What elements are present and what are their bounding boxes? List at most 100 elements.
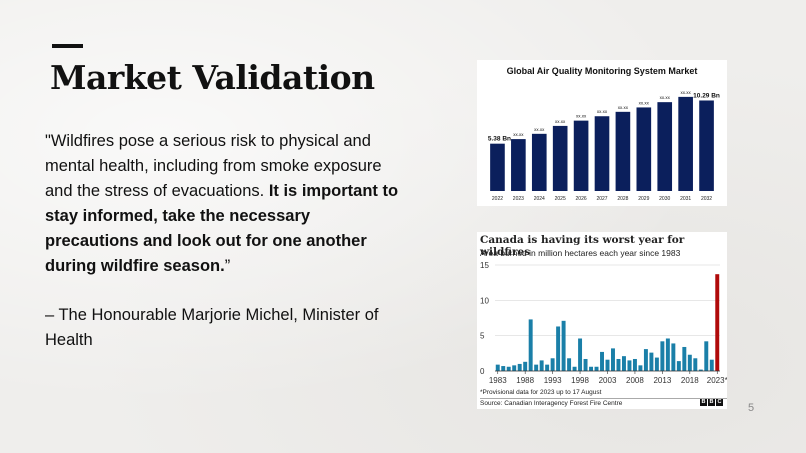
x-tick-label: 2024: [534, 196, 545, 202]
x-tick-label: 1993: [544, 376, 562, 385]
chart-bar: [657, 102, 673, 191]
x-tick-label: 2027: [596, 196, 607, 202]
chart-source: Source: Canadian Interagency Forest Fire…: [480, 400, 623, 407]
chart-bar: [699, 100, 714, 191]
y-tick-label: 10: [480, 296, 489, 305]
chart-bar: [611, 348, 615, 371]
logo-letter: C: [716, 399, 723, 406]
chart-bar: [638, 365, 643, 371]
chart-bar: [627, 360, 632, 371]
data-label: xx.xx: [597, 109, 608, 114]
chart-title: Canada is having its worst year for wild…: [480, 234, 685, 258]
x-tick-label: 1983: [489, 376, 507, 385]
chart-bar: [545, 364, 550, 371]
chart-bar: [506, 366, 511, 371]
x-tick-label: 2026: [576, 196, 587, 202]
logo-letter: B: [708, 399, 715, 406]
data-label: xx.xx: [534, 127, 545, 132]
x-tick-label: 2028: [617, 196, 628, 202]
chart-bar: [678, 96, 693, 191]
chart-bar: [578, 338, 583, 371]
chart-bar: [534, 364, 539, 371]
data-label: xx.xx: [681, 90, 692, 95]
chart-bar: [709, 359, 714, 371]
x-tick-label: 2031: [680, 196, 691, 202]
chart-bar: [665, 338, 670, 371]
chart-bar: [594, 116, 610, 191]
chart-bar: [556, 326, 561, 371]
chart-bar: [605, 359, 610, 371]
chart-note: *Provisional data for 2023 up to 17 Augu…: [480, 389, 602, 396]
chart-bar: [523, 361, 528, 371]
slide-title: Market Validation: [50, 58, 375, 97]
chart-bar: [698, 369, 703, 371]
chart-bar: [660, 341, 665, 371]
x-tick-label: 1998: [571, 376, 589, 385]
chart-bar: [552, 125, 568, 191]
air-quality-market-chart: Global Air Quality Monitoring System Mar…: [477, 60, 727, 206]
quote-text: "Wildfires pose a serious risk to physic…: [45, 129, 405, 279]
x-tick-label: 2023: [513, 196, 524, 202]
chart-bar: [594, 366, 599, 371]
chart-bar: [632, 358, 637, 371]
x-tick-label: 2013: [653, 376, 671, 385]
chart-bar: [511, 139, 526, 191]
chart-bar: [693, 358, 698, 371]
data-label: xx.xx: [576, 114, 587, 119]
title-accent-bar: [52, 44, 83, 48]
data-label: xx.xx: [513, 132, 524, 137]
wildfire-chart-svg: 0 5 10 15 1983 1988 1993 1998 2003 2008 2013 2018 20…: [480, 261, 727, 385]
chart-title: Global Air Quality Monitoring System Mar…: [506, 66, 698, 76]
x-tick-label: 2008: [626, 376, 644, 385]
data-label: xx.xx: [555, 119, 566, 124]
chart-bar: [621, 356, 626, 371]
quote-regular-text: "Wildfires pose a serious risk to physic…: [45, 132, 382, 200]
chart-bar: [567, 358, 572, 371]
chart-bar: [550, 358, 555, 371]
chart-bar: [615, 111, 631, 191]
chart-bar: [715, 274, 720, 371]
data-label: xx.xx: [660, 95, 671, 100]
chart-bar: [490, 143, 505, 191]
data-label: 10.29 Bn: [693, 92, 720, 99]
chart-bar: [704, 341, 709, 371]
chart-bar: [589, 366, 594, 371]
chart-bar: [671, 343, 676, 371]
chart-divider: [480, 398, 727, 399]
logo-letter: B: [700, 399, 707, 406]
chart-bar: [636, 107, 652, 191]
chart-bar: [501, 366, 506, 371]
wildfire-chart: Canada is having its worst year for wild…: [477, 232, 727, 409]
page-number: 5: [748, 402, 755, 414]
data-label: xx.xx: [618, 105, 629, 110]
x-tick-label: 2018: [681, 376, 699, 385]
x-tick-label: 2022: [492, 196, 503, 202]
chart-bar: [528, 319, 533, 371]
y-tick-label: 0: [480, 367, 485, 376]
chart-bar: [572, 366, 577, 371]
chart-bar: [512, 365, 517, 371]
x-tick-label: 2003: [599, 376, 617, 385]
chart-bar: [495, 364, 500, 371]
x-tick-label: 2025: [555, 196, 566, 202]
chart-bar: [616, 358, 621, 371]
quote-bold-text: It is important to stay informed, take t…: [45, 182, 399, 275]
chart-subtitle: Area burned in million hectares each yea…: [480, 248, 681, 258]
y-tick-label: 15: [480, 261, 489, 270]
chart-bar: [583, 358, 588, 371]
chart-bar: [649, 352, 654, 371]
chart-bar: [573, 120, 589, 191]
chart-bar: [600, 351, 604, 371]
data-label: xx.xx: [639, 100, 650, 105]
x-tick-label: 2032: [701, 196, 712, 202]
quote-close-mark: ”: [224, 257, 231, 275]
chart-bar: [643, 349, 648, 371]
chart-bar: [676, 361, 681, 371]
chart-bar: [561, 320, 566, 371]
x-tick-label: 2023*: [707, 376, 727, 385]
chart-bar: [654, 357, 659, 371]
air-quality-market-chart-svg: 5.38 Bn 2022 xx.xx 2023 xx.xx 2024 xx.xx 2025 xx…: [488, 90, 720, 202]
y-tick-label: 5: [480, 332, 485, 341]
chart-bar: [531, 133, 547, 191]
